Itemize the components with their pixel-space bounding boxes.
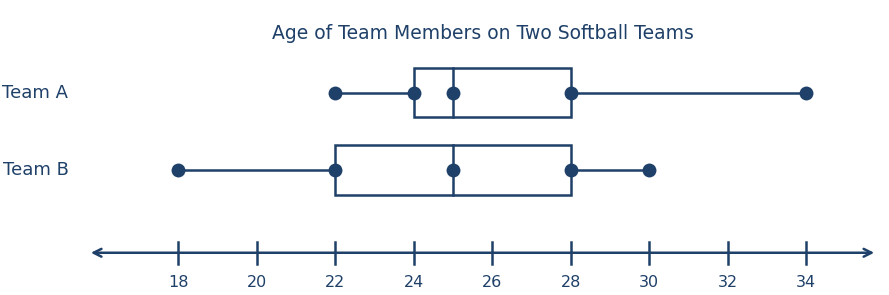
Bar xyxy=(335,145,571,195)
Point xyxy=(799,90,813,95)
Text: 24: 24 xyxy=(404,275,424,290)
Text: Team B: Team B xyxy=(3,161,68,179)
Point xyxy=(564,90,578,95)
Point xyxy=(407,90,421,95)
Point xyxy=(328,168,342,172)
Text: 22: 22 xyxy=(325,275,346,290)
Text: Age of Team Members on Two Softball Teams: Age of Team Members on Two Softball Team… xyxy=(272,24,693,42)
Point xyxy=(172,168,186,172)
Point xyxy=(446,168,461,172)
Text: 34: 34 xyxy=(797,275,816,290)
Text: 30: 30 xyxy=(639,275,660,290)
Text: Team A: Team A xyxy=(3,83,68,101)
Text: 26: 26 xyxy=(482,275,502,290)
Text: 20: 20 xyxy=(247,275,267,290)
Point xyxy=(564,168,578,172)
Text: 32: 32 xyxy=(717,275,738,290)
Point xyxy=(446,90,461,95)
Text: 18: 18 xyxy=(168,275,188,290)
Text: 28: 28 xyxy=(561,275,581,290)
Point xyxy=(328,90,342,95)
Bar xyxy=(414,68,571,117)
Point xyxy=(642,168,656,172)
